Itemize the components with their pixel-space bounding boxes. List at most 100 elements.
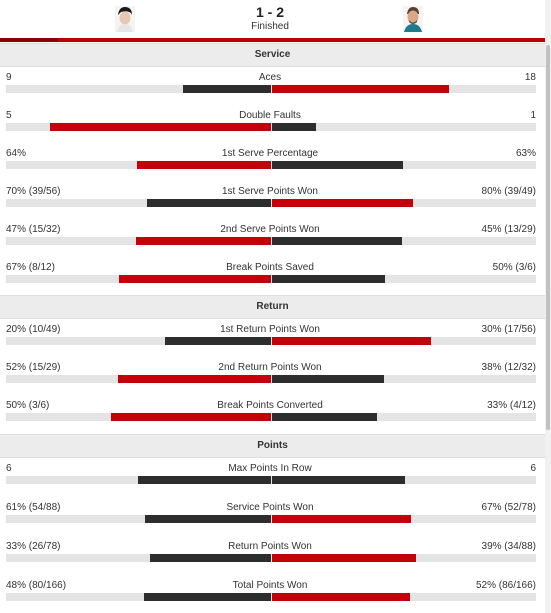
right-player-bar <box>272 237 402 245</box>
stat-label: Service Points Won <box>226 502 314 513</box>
left-player-bar <box>150 554 271 562</box>
match-header: 1 - 2 Finished <box>0 0 545 43</box>
section-header-service: Service <box>0 43 545 67</box>
left-player-value: 33% (26/78) <box>6 541 61 552</box>
right-player-bar <box>272 515 411 523</box>
right-player-value: 45% (13/29) <box>481 224 536 235</box>
right-player-bar <box>272 161 403 169</box>
left-player-bar <box>145 515 271 523</box>
right-player-bar <box>272 554 416 562</box>
stat-label: Break Points Saved <box>226 262 314 273</box>
stat-row: 5 Double Faults 1 <box>0 110 545 148</box>
right-player-value: 33% (4/12) <box>487 400 536 411</box>
right-player-value: 50% (3/6) <box>492 262 536 273</box>
right-player-bar <box>272 476 405 484</box>
stat-row: 64% 1st Serve Percentage 63% <box>0 148 545 186</box>
left-player-value: 67% (8/12) <box>6 262 55 273</box>
stat-label: 1st Return Points Won <box>220 324 320 335</box>
left-player-value: 70% (39/56) <box>6 186 61 197</box>
stat-label: Aces <box>258 72 282 83</box>
section-header-return: Return <box>0 295 545 319</box>
stat-bar-track <box>6 413 536 421</box>
right-player-value: 6 <box>530 463 536 474</box>
stat-bar-track <box>6 375 536 383</box>
scrollbar-thumb[interactable] <box>546 45 550 430</box>
left-player-value: 52% (15/29) <box>6 362 61 373</box>
right-player-bar <box>272 413 377 421</box>
stat-bar-track <box>6 515 536 523</box>
left-player-bar <box>144 593 271 601</box>
left-player-value: 47% (15/32) <box>6 224 61 235</box>
section-header-points: Points <box>0 434 545 458</box>
right-player-value: 39% (34/88) <box>481 541 536 552</box>
stat-label: Total Points Won <box>232 580 308 591</box>
stat-row: 50% (3/6) Break Points Converted 33% (4/12… <box>0 400 545 438</box>
stat-bar-track <box>6 161 536 169</box>
stat-bar-track <box>6 237 536 245</box>
right-player-bar <box>272 337 431 345</box>
stat-row: 9 Aces 18 <box>0 72 545 110</box>
stat-row: 20% (10/49) 1st Return Points Won 30% (17/… <box>0 324 545 362</box>
stat-row: 47% (15/32) 2nd Serve Points Won 45% (13/2… <box>0 224 545 262</box>
stat-row: 67% (8/12) Break Points Saved 50% (3/6) <box>0 262 545 300</box>
stat-row: 33% (26/78) Return Points Won 39% (34/88) <box>0 541 545 579</box>
right-player-value: 63% <box>515 148 536 159</box>
right-player-bar <box>272 85 449 93</box>
right-player-value: 18 <box>524 72 536 83</box>
right-player-value: 67% (52/78) <box>481 502 536 513</box>
left-player-bar <box>147 199 271 207</box>
player-avatar-icon[interactable] <box>115 6 135 32</box>
left-player-bar <box>183 85 271 93</box>
right-player-bar <box>272 123 316 131</box>
left-player-bar <box>50 123 271 131</box>
match-status: Finished <box>251 21 289 32</box>
right-player-bar <box>272 593 410 601</box>
match-score: 1 - 2 <box>255 4 284 20</box>
left-player-value: 48% (80/166) <box>6 580 67 591</box>
left-player-value: 20% (10/49) <box>6 324 61 335</box>
left-player-value: 64% <box>6 148 27 159</box>
stat-label: 1st Serve Points Won <box>222 186 318 197</box>
right-player-value: 1 <box>530 110 536 121</box>
left-player-bar <box>119 275 271 283</box>
left-player-bar <box>165 337 271 345</box>
header-accent-bar <box>0 38 545 42</box>
stat-label: Return Points Won <box>228 541 312 552</box>
left-player-value: 6 <box>6 463 12 474</box>
stat-bar-track <box>6 554 536 562</box>
stat-row: 52% (15/29) 2nd Return Points Won 38% (12/… <box>0 362 545 400</box>
stat-bar-track <box>6 593 536 601</box>
stat-label: Max Points In Row <box>228 463 312 474</box>
stat-label: 2nd Serve Points Won <box>220 224 320 235</box>
left-player-bar <box>138 476 271 484</box>
stat-label: 1st Serve Percentage <box>221 148 319 159</box>
stat-row: 70% (39/56) 1st Serve Points Won 80% (39/4… <box>0 186 545 224</box>
right-player-bar <box>272 199 413 207</box>
right-player-value: 30% (17/56) <box>481 324 536 335</box>
stat-bar-track <box>6 337 536 345</box>
stat-row: 48% (80/166) Total Points Won 52% (86/166) <box>0 580 545 613</box>
left-player-bar <box>137 161 271 169</box>
stat-bar-track <box>6 199 536 207</box>
left-player-bar <box>111 413 271 421</box>
stat-bar-track <box>6 85 536 93</box>
left-player-bar <box>118 375 271 383</box>
stat-label: Double Faults <box>239 110 301 121</box>
left-player-value: 50% (3/6) <box>6 400 50 411</box>
stat-row: 61% (54/88) Service Points Won 67% (52/78) <box>0 502 545 540</box>
stat-bar-track <box>6 123 536 131</box>
stat-label: Break Points Converted <box>217 400 323 411</box>
left-player-value: 5 <box>6 110 12 121</box>
right-player-value: 52% (86/166) <box>475 580 536 591</box>
stat-label: 2nd Return Points Won <box>218 362 322 373</box>
left-player-value: 9 <box>6 72 12 83</box>
right-player-bar <box>272 375 384 383</box>
stat-bar-track <box>6 275 536 283</box>
stat-row: 6 Max Points In Row 6 <box>0 463 545 501</box>
player-avatar-icon[interactable] <box>403 6 423 32</box>
left-player-bar <box>136 237 271 245</box>
right-player-value: 38% (12/32) <box>481 362 536 373</box>
stat-bar-track <box>6 476 536 484</box>
right-player-value: 80% (39/49) <box>481 186 536 197</box>
left-player-value: 61% (54/88) <box>6 502 61 513</box>
